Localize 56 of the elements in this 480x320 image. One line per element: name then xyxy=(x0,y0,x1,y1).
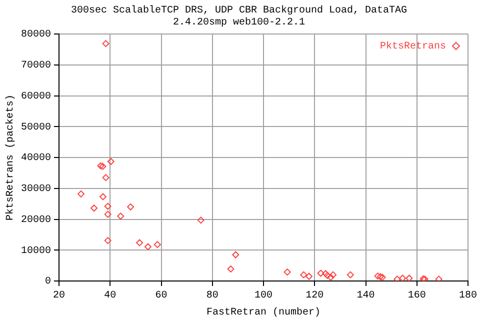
y-axis-title: PktsRetrans (packets) xyxy=(4,94,17,221)
x-tick-label: 80 xyxy=(206,290,218,302)
y-tick-label: 60000 xyxy=(20,91,52,102)
y-tick-label: 30000 xyxy=(20,184,52,196)
chart-title: 300sec ScalableTCP DRS, UDP CBR Background Load, DataTAG xyxy=(70,4,408,17)
point xyxy=(102,40,110,48)
point xyxy=(97,162,104,170)
point xyxy=(104,202,112,210)
point xyxy=(136,239,144,246)
point xyxy=(317,270,324,277)
point xyxy=(107,158,114,166)
y-tick-label: 50000 xyxy=(20,122,52,134)
point xyxy=(327,274,334,281)
point xyxy=(346,271,354,278)
point xyxy=(399,274,406,281)
legend-label: PktsRetrans xyxy=(380,40,446,53)
point xyxy=(127,203,134,210)
point xyxy=(435,276,442,281)
point xyxy=(330,271,337,278)
y-tick-label: 0 xyxy=(44,276,52,288)
x-tick-label: 160 xyxy=(408,290,426,302)
y-tick-label: 10000 xyxy=(20,246,52,257)
point xyxy=(300,271,308,278)
point xyxy=(197,216,204,224)
point xyxy=(378,274,386,281)
chart-subtitle: 2.4.20smp web100-2.2.1 xyxy=(172,16,306,29)
x-tick-label: 60 xyxy=(155,290,168,302)
point xyxy=(284,268,291,276)
x-tick-label: 100 xyxy=(254,290,273,302)
y-tick-label: 40000 xyxy=(20,153,52,164)
point xyxy=(154,241,161,248)
point xyxy=(104,237,112,244)
point xyxy=(394,276,401,281)
y-tick-label: 70000 xyxy=(20,60,52,72)
x-tick-label: 180 xyxy=(458,290,478,302)
x-tick-label: 120 xyxy=(306,290,324,302)
point xyxy=(104,210,112,218)
point xyxy=(99,162,106,170)
point xyxy=(376,273,384,280)
point xyxy=(306,272,313,280)
x-tick-label: 20 xyxy=(52,290,66,302)
point xyxy=(227,265,234,272)
y-tick-label: 20000 xyxy=(20,214,52,226)
point xyxy=(99,193,106,200)
point xyxy=(117,212,124,220)
point xyxy=(406,274,413,281)
point xyxy=(374,272,382,280)
x-tick-label: 40 xyxy=(104,290,116,302)
point xyxy=(77,190,84,198)
point xyxy=(90,204,98,212)
x-tick-label: 140 xyxy=(356,290,375,302)
x-axis-title: FastRetran (number) xyxy=(206,306,321,319)
point xyxy=(102,174,110,182)
point xyxy=(232,251,240,258)
point xyxy=(144,243,152,250)
y-tick-label: 80000 xyxy=(20,30,52,41)
